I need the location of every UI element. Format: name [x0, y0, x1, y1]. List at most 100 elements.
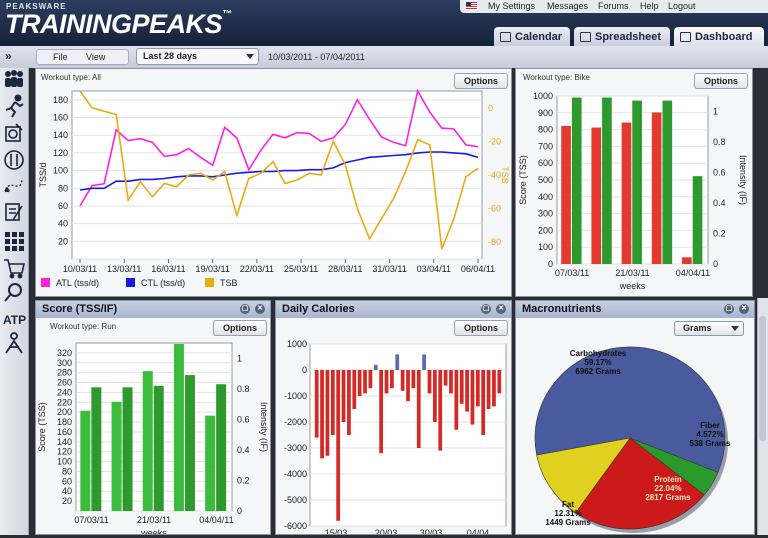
route-icon[interactable]	[4, 179, 23, 193]
x-tick-label: 07/03/11	[555, 268, 589, 278]
bar-intensity	[91, 387, 102, 511]
file-menu[interactable]: File	[53, 52, 68, 62]
calorie-bar	[314, 370, 319, 438]
y-tick-label-left: 180	[53, 95, 68, 105]
series-line-2	[79, 90, 479, 250]
view-menu[interactable]: View	[86, 52, 106, 62]
pmc-options-button[interactable]: Options	[454, 73, 508, 89]
minimize-icon[interactable]: ▢	[240, 304, 250, 314]
tab-dashboard[interactable]: Dashboard	[674, 27, 764, 46]
y-tick-label-left: 200	[57, 407, 72, 417]
y-tick-label: -2000	[284, 417, 307, 427]
bar-intensity	[602, 97, 612, 264]
bike-chart: 0 100 200 300 400 500 600 700 800 900 1000 0 0.2 0.4 0…	[518, 91, 748, 291]
y-tick-label-left: 400	[538, 192, 553, 202]
x-tick-label: 07/03/11	[74, 515, 108, 525]
y-tick-label-right: -40	[488, 170, 501, 180]
y-tick-label-left: 1000	[533, 91, 553, 101]
tab-spreadsheet[interactable]: Spreadsheet	[574, 27, 670, 46]
close-icon[interactable]: ✕	[739, 304, 749, 314]
pie-label-grams: 538 Grams	[690, 439, 731, 448]
pie-label-name: Carbohydrates	[570, 349, 627, 358]
y-axis-label-right: TSB	[500, 166, 510, 184]
apps-icon[interactable]	[5, 232, 24, 251]
y-axis-label-left: TSS/d	[38, 162, 48, 187]
tab-calendar[interactable]: Calendar	[494, 27, 570, 46]
pie-label-grams: 2817 Grams	[645, 493, 691, 502]
legend-swatch-2	[205, 278, 214, 287]
x-tick-label: 15/03	[325, 528, 348, 534]
y-tick-label-right: 0	[488, 103, 493, 113]
macros-panel-header: Macronutrients ▢ ✕	[516, 301, 754, 318]
atp-icon[interactable]: ATP	[3, 313, 26, 327]
y-tick-label-left: 280	[57, 368, 72, 378]
calorie-bar	[379, 370, 384, 454]
calorie-bar	[449, 370, 453, 394]
calories-options-button[interactable]: Options	[454, 320, 508, 336]
y-tick-label-left: 500	[538, 175, 553, 185]
nutrition-icon[interactable]	[4, 150, 24, 170]
pie-label-grams: 1449 Grams	[545, 518, 591, 527]
bar-score	[682, 257, 692, 264]
macronutrients-panel: Macronutrients ▢ ✕ Grams Carbohydrates 59…	[515, 300, 755, 535]
calorie-bar	[347, 370, 351, 435]
journal-icon[interactable]	[5, 203, 23, 221]
calorie-bar	[341, 370, 346, 422]
x-axis-label: weeks	[619, 281, 646, 291]
trainingpeaks-logo[interactable]: TRAININGPEAKS™	[5, 9, 232, 40]
calorie-bar	[395, 354, 400, 370]
score-options-button[interactable]: Options	[213, 320, 267, 336]
minimize-icon[interactable]: ▢	[481, 304, 491, 314]
x-tick-label: 19/03/11	[195, 264, 229, 274]
y-tick-label: -6000	[284, 521, 307, 531]
store-icon[interactable]	[4, 259, 25, 279]
y-tick-label-left: 100	[538, 242, 553, 252]
bar-score	[591, 127, 602, 264]
logo-trademark: ™	[222, 9, 232, 20]
run-icon[interactable]	[5, 94, 24, 118]
my-settings-link[interactable]: My Settings	[488, 1, 536, 11]
calorie-bar	[357, 370, 362, 396]
athletes-icon[interactable]	[5, 70, 23, 87]
collapse-sidebar-icon[interactable]: »	[5, 49, 12, 63]
y-tick-label-left: 20	[58, 236, 68, 246]
y-tick-label-left: 40	[62, 486, 72, 496]
y-tick-label-left: 60	[58, 201, 68, 211]
y-tick-label-left: 60	[62, 476, 72, 486]
y-tick-label-left: 900	[538, 108, 553, 118]
logout-link[interactable]: Logout	[668, 1, 696, 11]
y-tick-label-left: 20	[62, 496, 72, 506]
calorie-bar	[470, 370, 475, 425]
close-icon[interactable]: ✕	[496, 304, 506, 314]
y-tick-label-left: 120	[53, 148, 68, 158]
scrollbar-thumb[interactable]	[759, 316, 766, 441]
spreadsheet-icon	[580, 31, 591, 42]
calorie-bar	[406, 370, 410, 402]
close-icon[interactable]: ✕	[255, 304, 265, 314]
us-flag-icon[interactable]	[466, 2, 477, 10]
calorie-bar	[384, 370, 389, 394]
forums-link[interactable]: Forums	[598, 1, 629, 11]
bike-options-button[interactable]: Options	[694, 73, 748, 89]
tab-dashboard-label: Dashboard	[695, 30, 753, 43]
y-axis-label-right: Intensity (IF)	[738, 155, 748, 205]
help-link[interactable]: Help	[640, 1, 659, 11]
coach-icon[interactable]	[5, 332, 23, 354]
y-tick-label-right: 0	[713, 259, 718, 269]
macros-unit-select[interactable]: Grams	[674, 321, 744, 336]
search-icon[interactable]	[4, 283, 22, 302]
bar-intensity	[184, 375, 195, 511]
workout-library-icon[interactable]	[5, 123, 23, 142]
messages-link[interactable]: Messages	[547, 1, 589, 11]
legend-label-0: ATL (tss/d)	[56, 278, 99, 288]
y-tick-label-left: 240	[57, 387, 72, 397]
y-tick-label-right: 0.4	[237, 445, 250, 455]
sidebar: ATP	[0, 68, 29, 535]
date-range-select[interactable]: Last 28 days	[136, 48, 259, 65]
pie-slice-carbohydrates	[534, 346, 726, 473]
calorie-bar	[454, 370, 459, 430]
bar-score	[621, 122, 632, 264]
minimize-icon[interactable]: ▢	[724, 304, 734, 314]
macros-unit-value: Grams	[683, 323, 712, 333]
logo-text: TRAININGPEAKS	[5, 9, 223, 39]
